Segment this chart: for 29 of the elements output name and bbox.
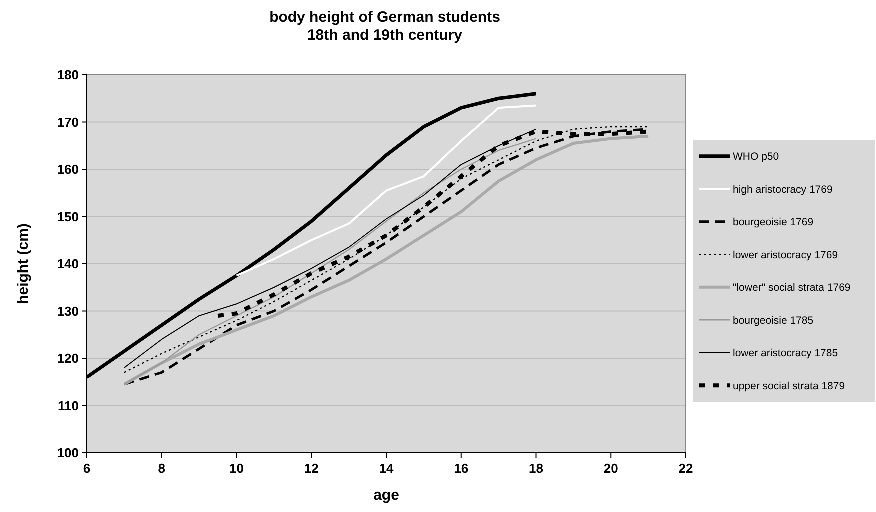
y-tick-label: 140 — [57, 256, 79, 272]
legend-label: bourgeoisie 1769 — [733, 216, 814, 229]
x-tick-label: 6 — [83, 461, 91, 476]
legend-label: upper social strata 1879 — [733, 380, 846, 392]
y-tick-label: 160 — [57, 162, 79, 178]
y-tick-label: 150 — [57, 209, 79, 224]
y-tick-label: 120 — [57, 351, 79, 366]
y-tick-label: 110 — [58, 398, 79, 414]
x-axis-title: age — [374, 487, 400, 504]
x-tick-label: 16 — [454, 461, 469, 476]
chart-title: body height of German students 18th and 19th century — [270, 9, 500, 44]
y-tick-label: 180 — [57, 68, 79, 83]
legend-label: "lower" social strata 1769 — [733, 282, 851, 294]
x-tick-label: 22 — [678, 461, 694, 476]
legend-label: lower aristocracy 1785 — [733, 348, 838, 360]
y-tick-label: 100 — [57, 446, 79, 461]
legend-label: lower aristocracy 1769 — [733, 249, 838, 262]
x-tick-label: 8 — [158, 461, 166, 476]
x-tick-label: 10 — [230, 461, 244, 476]
y-axis-title: height (cm) — [15, 224, 32, 304]
x-tick-label: 18 — [529, 461, 544, 476]
legend-label: WHO p50 — [733, 151, 780, 164]
legend-label: high aristocracy 1769 — [733, 184, 833, 196]
y-tick-label: 170 — [57, 114, 79, 130]
y-tick-label: 130 — [57, 304, 79, 319]
x-tick-label: 20 — [604, 461, 618, 476]
x-tick-label: 12 — [304, 461, 319, 476]
x-tick-label: 14 — [379, 461, 394, 476]
legend-label: bourgeoisie 1785 — [733, 314, 814, 327]
